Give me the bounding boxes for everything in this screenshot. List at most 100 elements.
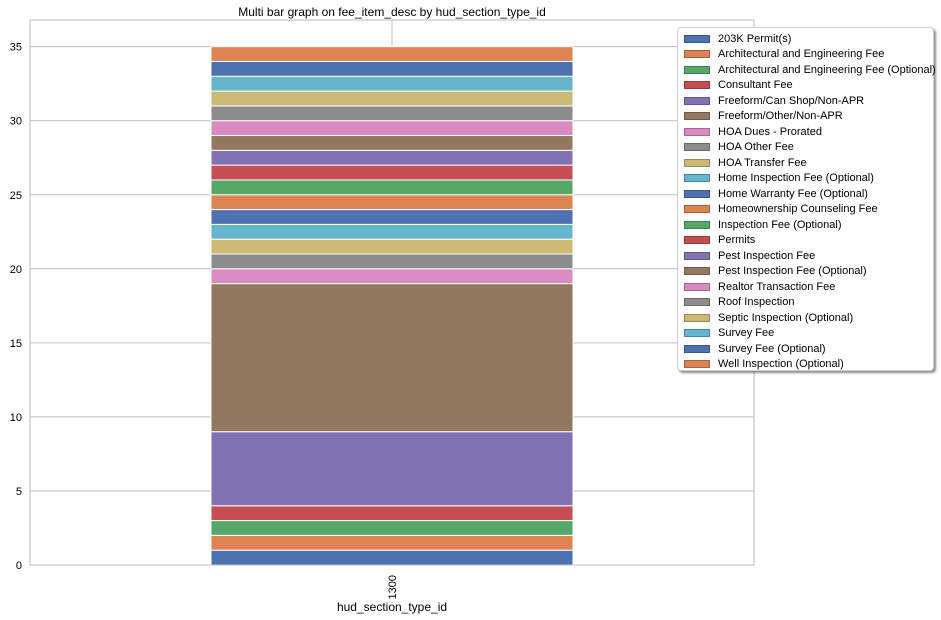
legend-item: Freeform/Can Shop/Non-APR <box>684 93 933 109</box>
bar-segment-21 <box>210 46 574 62</box>
bar-segment-1 <box>210 534 574 551</box>
bar-segment-11 <box>210 194 574 211</box>
legend-label: Pest Inspection Fee <box>718 249 816 262</box>
legend-label: HOA Other Fee <box>718 141 794 154</box>
bars <box>210 46 574 566</box>
bar-segment-5 <box>210 283 574 433</box>
legend-swatch <box>684 267 710 276</box>
legend-item: Well Inspection (Optional) <box>684 357 933 373</box>
legend-item: Survey Fee <box>684 326 933 342</box>
bar-segment-20 <box>210 60 574 77</box>
bar-segment-12 <box>210 179 574 196</box>
y-tick-label: 15 <box>10 338 22 350</box>
legend-swatch <box>684 282 710 291</box>
legend-swatch <box>684 251 710 260</box>
bar-segment-16 <box>210 120 574 137</box>
legend-label: HOA Dues - Prorated <box>718 125 822 138</box>
legend-swatch <box>684 50 710 59</box>
y-tick-label: 5 <box>16 486 22 498</box>
legend-item: Pest Inspection Fee (Optional) <box>684 264 933 280</box>
legend-item: Pest Inspection Fee <box>684 248 933 264</box>
legend-swatch <box>684 220 710 229</box>
legend-label: HOA Transfer Fee <box>718 156 807 169</box>
y-tick-label: 35 <box>10 42 22 54</box>
legend-swatch <box>684 96 710 105</box>
bar-segment-8 <box>210 238 574 255</box>
legend-label: Realtor Transaction Fee <box>718 280 836 293</box>
bar-segment-4 <box>210 431 574 507</box>
legend-swatch <box>684 143 710 152</box>
legend-item: Freeform/Other/Non-APR <box>684 109 933 125</box>
legend-swatch <box>684 112 710 121</box>
legend-swatch <box>684 205 710 214</box>
x-tick-labels: 1300 <box>387 575 399 599</box>
legend-item: HOA Transfer Fee <box>684 155 933 171</box>
legend-label: Home Inspection Fee (Optional) <box>718 172 874 185</box>
legend: 203K Permit(s) Architectural and Engineer… <box>677 27 936 373</box>
legend-swatch <box>684 158 710 167</box>
legend-label: Inspection Fee (Optional) <box>718 218 842 231</box>
legend-item: Inspection Fee (Optional) <box>684 217 933 233</box>
legend-label: Septic Inspection (Optional) <box>718 311 854 324</box>
bar-segment-3 <box>210 505 574 522</box>
y-tick-label: 10 <box>10 412 22 424</box>
legend-label: Homeownership Counseling Fee <box>718 203 878 216</box>
legend-label: Freeform/Can Shop/Non-APR <box>718 94 865 107</box>
bar-segment-13 <box>210 164 574 181</box>
bar-segment-0 <box>210 549 574 566</box>
legend-swatch <box>684 298 710 307</box>
legend-item: Survey Fee (Optional) <box>684 341 933 357</box>
bar-segment-9 <box>210 223 574 240</box>
legend-swatch <box>684 189 710 198</box>
legend-label: 203K Permit(s) <box>718 32 792 45</box>
legend-swatch <box>684 34 710 43</box>
y-tick-label: 20 <box>10 264 22 276</box>
legend-item: 203K Permit(s) <box>684 31 933 47</box>
x-axis-label: hud_section_type_id <box>337 600 447 614</box>
legend-swatch <box>684 81 710 90</box>
legend-swatch <box>684 360 710 369</box>
legend-item: HOA Dues - Prorated <box>684 124 933 140</box>
legend-item: Architectural and Engineering Fee <box>684 47 933 63</box>
y-tick-label: 0 <box>16 560 22 572</box>
legend-label: Roof Inspection <box>718 296 795 309</box>
legend-item: Homeownership Counseling Fee <box>684 202 933 218</box>
legend-item: Home Inspection Fee (Optional) <box>684 171 933 187</box>
bar-segment-19 <box>210 75 574 92</box>
bar-segment-7 <box>210 253 574 270</box>
legend-label: Survey Fee <box>718 327 775 340</box>
legend-label: Survey Fee (Optional) <box>718 342 826 355</box>
legend-label: Consultant Fee <box>718 79 793 92</box>
legend-label: Permits <box>718 234 756 247</box>
legend-item: HOA Other Fee <box>684 140 933 156</box>
legend-swatch <box>684 344 710 353</box>
legend-swatch <box>684 236 710 245</box>
chart-title: Multi bar graph on fee_item_desc by hud_… <box>238 5 546 19</box>
bar-segment-14 <box>210 149 574 166</box>
y-tick-label: 30 <box>10 116 22 128</box>
legend-label: Freeform/Other/Non-APR <box>718 110 843 123</box>
legend-item: Permits <box>684 233 933 249</box>
legend-label: Architectural and Engineering Fee <box>718 48 885 61</box>
legend-item: Realtor Transaction Fee <box>684 279 933 295</box>
legend-item: Home Warranty Fee (Optional) <box>684 186 933 202</box>
legend-swatch <box>684 313 710 322</box>
legend-label: Home Warranty Fee (Optional) <box>718 187 868 200</box>
legend-item: Consultant Fee <box>684 78 933 94</box>
bar-segment-18 <box>210 90 574 107</box>
bar-segment-6 <box>210 268 574 285</box>
legend-item: Roof Inspection <box>684 295 933 311</box>
legend-label: Pest Inspection Fee (Optional) <box>718 265 867 278</box>
legend-item: Septic Inspection (Optional) <box>684 310 933 326</box>
x-tick-label: 1300 <box>387 575 399 599</box>
y-tick-labels: 0 5 10 15 20 25 30 35 <box>10 42 22 572</box>
legend-item: Architectural and Engineering Fee (Optio… <box>684 62 936 78</box>
legend-swatch <box>684 329 710 338</box>
bar-segment-15 <box>210 135 574 151</box>
legend-label: Architectural and Engineering Fee (Optio… <box>718 63 936 76</box>
legend-swatch <box>684 65 710 74</box>
legend-swatch <box>684 127 710 136</box>
bar-segment-10 <box>210 209 574 225</box>
legend-label: Well Inspection (Optional) <box>718 358 844 371</box>
